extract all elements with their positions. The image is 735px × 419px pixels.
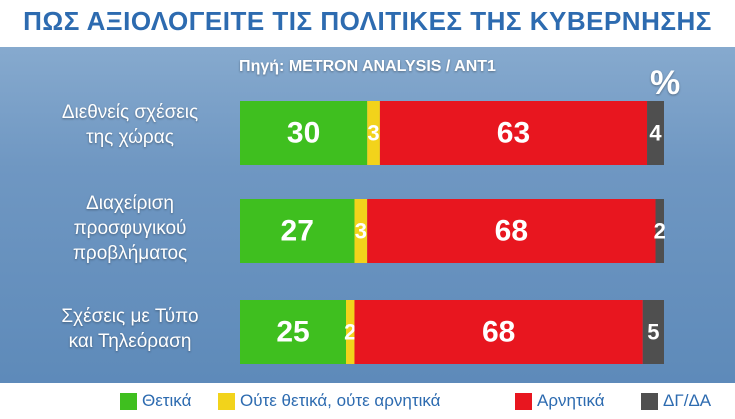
bar-segment	[655, 199, 664, 263]
data-label: 25	[276, 316, 309, 349]
bar-segment	[240, 199, 355, 263]
category-label-line: προσφυγικού	[73, 218, 187, 239]
legend-label: Ούτε θετικά, ούτε αρνητικά	[240, 391, 441, 410]
data-label: 30	[287, 117, 320, 150]
data-label: 2	[344, 320, 356, 345]
bar-segment	[379, 101, 648, 165]
data-label: 27	[281, 215, 314, 248]
legend-label: Αρνητικά	[537, 391, 605, 410]
legend-label: Θετικά	[142, 391, 192, 410]
category-label-line: της χώρας	[86, 127, 174, 148]
bar-segment	[367, 199, 656, 263]
category-label-line: Διεθνείς σχέσεις	[61, 102, 199, 123]
bar-segment	[240, 300, 346, 364]
data-label: 4	[649, 121, 662, 146]
bar-segment	[367, 101, 380, 165]
bar-segment	[642, 300, 664, 364]
category-label-line: και Τηλεόραση	[68, 331, 192, 352]
chart-title: ΠΩΣ ΑΞΙΟΛΟΓΕΙΤΕ ΤΙΣ ΠΟΛΙΤΙΚΕΣ ΤΗΣ ΚΥΒΕΡΝ…	[23, 6, 712, 36]
category-label-line: προβλήματος	[72, 243, 188, 264]
unit-label: %	[650, 64, 681, 102]
category-label: Σχέσεις με Τύπο και Τηλεόραση	[40, 304, 220, 354]
data-label: 68	[495, 215, 528, 248]
bar-segment	[240, 101, 368, 165]
data-label: 3	[367, 121, 379, 146]
data-label: 3	[355, 219, 367, 244]
bar-segment	[354, 199, 368, 263]
bar-segment	[647, 101, 664, 165]
chart-source: Πηγή: METRON ANALYSIS / ANT1	[239, 58, 496, 75]
category-label-line: Σχέσεις με Τύπο	[61, 306, 199, 327]
title-bar: ΠΩΣ ΑΞΙΟΛΟΓΕΙΤΕ ΤΙΣ ΠΟΛΙΤΙΚΕΣ ΤΗΣ ΚΥΒΕΡΝ…	[0, 0, 735, 47]
legend-swatch	[515, 393, 532, 410]
bar-segment	[354, 300, 643, 364]
bar-segment	[346, 300, 355, 364]
data-label: 68	[482, 316, 515, 349]
data-label: 2	[654, 219, 666, 244]
legend-swatch	[120, 393, 137, 410]
data-label: 5	[647, 320, 659, 345]
legend-swatch	[641, 393, 658, 410]
legend-swatch	[218, 393, 235, 410]
data-label: 63	[497, 117, 530, 150]
category-label: Διεθνείς σχέσεις της χώρας	[40, 100, 220, 150]
legend: Θετικά Ούτε θετικά, ούτε αρνητικά Αρνητικά…	[0, 383, 735, 419]
category-label-line: Διαχείριση	[86, 193, 174, 214]
legend-label: ΔΓ/ΔΑ	[663, 391, 712, 410]
category-label: Διαχείριση προσφυγικού προβλήματος	[40, 191, 220, 266]
